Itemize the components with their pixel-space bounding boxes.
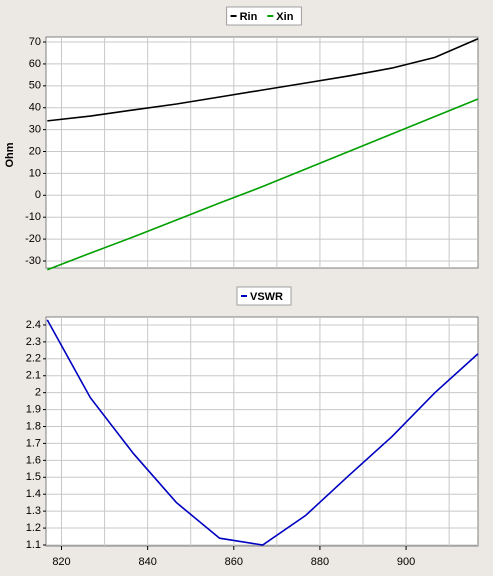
y-axis-label: Ohm — [4, 142, 16, 167]
y-tick-label: 60 — [29, 58, 41, 70]
series-line — [47, 98, 479, 271]
y-tick-label: 10 — [29, 167, 41, 179]
series-line — [47, 38, 479, 122]
y-tick-label: 1.2 — [26, 522, 41, 534]
legend-box — [226, 6, 302, 26]
y-tick-label: 1.6 — [26, 454, 41, 466]
plot-area — [45, 316, 479, 547]
y-tick-label: 2.3 — [26, 336, 41, 348]
x-tick-label: 880 — [311, 556, 329, 568]
y-tick-label: 1.1 — [26, 539, 41, 551]
legend: VSWR — [236, 286, 292, 306]
y-tick-label: 1.3 — [26, 505, 41, 517]
y-tick-label: 0 — [35, 189, 41, 201]
legend: Rin Xin — [226, 6, 302, 26]
y-tick-label: 2 — [35, 387, 41, 399]
x-tick-label: 900 — [397, 556, 415, 568]
plot-area — [45, 36, 479, 269]
legend-label: VSWR — [250, 291, 283, 303]
y-tick-label: 1.8 — [26, 420, 41, 432]
y-tick-label: 30 — [29, 124, 41, 136]
x-tick-label: 840 — [138, 556, 156, 568]
legend-label: Rin — [240, 11, 258, 23]
y-tick-label: 2.1 — [26, 370, 41, 382]
y-tick-label: -30 — [25, 255, 41, 267]
y-tick-label: 20 — [29, 145, 41, 157]
y-tick-label: 1.9 — [26, 403, 41, 415]
series-line — [46, 319, 479, 546]
y-tick-label: 1.5 — [26, 471, 41, 483]
legend-label: Xin — [276, 11, 293, 23]
y-tick-label: 2.2 — [26, 353, 41, 365]
y-tick-label: 1.7 — [26, 437, 41, 449]
x-tick-label: 860 — [225, 556, 243, 568]
y-tick-label: 1.4 — [26, 488, 41, 500]
y-tick-label: 50 — [29, 80, 41, 92]
x-tick-label: 820 — [52, 556, 70, 568]
y-tick-label: 2.4 — [26, 319, 41, 331]
y-tick-label: -20 — [25, 233, 41, 245]
y-tick-label: 70 — [29, 36, 41, 48]
legend-box — [236, 286, 292, 306]
y-tick-label: 40 — [29, 102, 41, 114]
y-tick-label: -10 — [25, 211, 41, 223]
